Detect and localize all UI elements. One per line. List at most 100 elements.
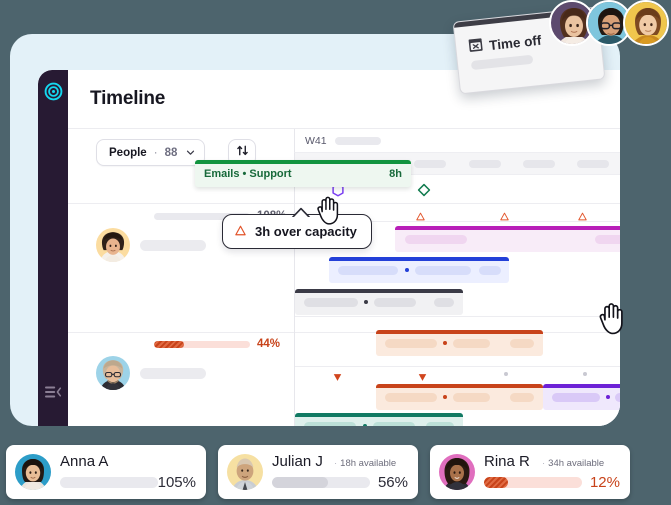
- time-off-card[interactable]: Time off: [452, 6, 606, 95]
- task-bar-orange-1[interactable]: [376, 330, 543, 356]
- people-filter-separator: ·: [153, 146, 158, 159]
- card-person-name: Rina R: [484, 453, 530, 470]
- people-filter-dropdown[interactable]: People · 88: [96, 139, 206, 166]
- task-dot: [363, 424, 367, 426]
- card-utilization-bar: [272, 477, 370, 488]
- card-rina[interactable]: Rina R · 34h available 12%: [430, 445, 630, 499]
- task-placeholder: [453, 339, 490, 348]
- task-placeholder: [374, 298, 416, 307]
- task-dot: [606, 395, 610, 399]
- meta-text: 34h available: [548, 458, 605, 469]
- people-filter-label: People: [109, 146, 147, 159]
- warning-triangle-icon[interactable]: [416, 208, 425, 221]
- task-dot: [405, 268, 409, 272]
- dot-marker-icon[interactable]: [504, 372, 508, 376]
- people-filter-count: 88: [164, 146, 178, 159]
- task-dot: [443, 341, 447, 345]
- card-person-name: Julian J: [272, 453, 323, 470]
- day-cell[interactable]: [566, 159, 620, 168]
- person-entry[interactable]: [96, 356, 206, 390]
- person-name-placeholder: [140, 367, 206, 379]
- target-bullseye-icon[interactable]: [44, 82, 63, 101]
- person-entry[interactable]: [96, 228, 206, 262]
- hexagon-milestone-icon[interactable]: [331, 183, 345, 197]
- hand-cursor-icon: [315, 194, 342, 231]
- meta-separator: ·: [542, 458, 546, 469]
- day-cell[interactable]: [403, 159, 457, 168]
- day-cell[interactable]: [512, 159, 566, 168]
- people-cards: Anna A 105% Julian J · 18: [6, 445, 630, 499]
- card-person-name: Anna A: [60, 453, 109, 470]
- task-placeholder: [453, 393, 490, 402]
- task-bar-teal[interactable]: [295, 413, 463, 426]
- card-person-meta: · 18h available: [334, 458, 396, 469]
- card-utilization-value: 56%: [377, 474, 408, 491]
- page-title: Timeline: [90, 88, 166, 109]
- utilization-bar: [154, 340, 250, 348]
- task-placeholder: [510, 339, 534, 348]
- card-utilization-value: 105%: [157, 474, 196, 491]
- utilization-row: 44%: [154, 338, 280, 350]
- task-bar-magenta[interactable]: [395, 226, 620, 252]
- divider: [68, 332, 294, 333]
- avatar: [96, 228, 130, 262]
- task-placeholder: [615, 393, 620, 402]
- warning-triangle-icon[interactable]: [578, 208, 587, 221]
- week-title-placeholder: [334, 136, 381, 145]
- hand-cursor-icon: [597, 300, 627, 341]
- task-bar-orange-2[interactable]: [376, 384, 543, 410]
- card-utilization-bar: [60, 477, 158, 488]
- capacity-tooltip-text: 3h over capacity: [255, 224, 357, 239]
- task-placeholder: [304, 422, 356, 426]
- card-julian[interactable]: Julian J · 18h available 56%: [218, 445, 418, 499]
- avatar-julian: [227, 454, 263, 490]
- utilization-value: 44%: [257, 338, 281, 350]
- person-name-placeholder: [140, 239, 206, 251]
- task-placeholder: [338, 266, 398, 275]
- task-placeholder: [373, 422, 415, 426]
- day-placeholder: [414, 159, 447, 168]
- divider: [295, 221, 620, 222]
- capacity-tooltip: 3h over capacity: [222, 214, 372, 249]
- time-off-title-row: Time off: [467, 31, 542, 57]
- warning-triangle-down-icon[interactable]: [333, 369, 342, 381]
- warning-triangle-icon[interactable]: [500, 208, 509, 221]
- task-placeholder: [479, 266, 501, 275]
- avatar-anna: [15, 454, 51, 490]
- tooltip-tail: [290, 206, 312, 217]
- avatar-woman-brunette[interactable]: [549, 0, 595, 46]
- left-nav-rail: [38, 70, 68, 426]
- divider: [295, 316, 620, 317]
- warning-triangle-icon: [235, 224, 246, 239]
- time-off-title: Time off: [488, 32, 542, 53]
- utilization-bar: [154, 212, 250, 220]
- meta-separator: ·: [334, 458, 338, 469]
- divider: [295, 366, 620, 367]
- task-dot: [364, 300, 368, 304]
- week-label: W41: [305, 134, 327, 147]
- meta-text: 18h available: [340, 458, 397, 469]
- task-bar-label: Emails • Support: [204, 168, 292, 180]
- divider: [68, 128, 620, 129]
- day-placeholder: [576, 159, 609, 168]
- task-bar-purple[interactable]: [543, 384, 620, 410]
- avatar-woman-yellow[interactable]: [623, 0, 669, 46]
- card-anna[interactable]: Anna A 105%: [6, 445, 206, 499]
- task-bar-hours: 8h: [389, 168, 402, 180]
- task-bar-cap: [195, 160, 411, 164]
- task-placeholder: [552, 393, 600, 402]
- task-placeholder: [415, 266, 471, 275]
- dot-marker-icon[interactable]: [583, 372, 587, 376]
- task-bar-blue[interactable]: [329, 257, 509, 283]
- task-bar-emails-support[interactable]: Emails • Support 8h: [195, 160, 411, 187]
- card-utilization-value: 12%: [589, 474, 620, 491]
- warning-triangle-down-icon[interactable]: [418, 369, 427, 381]
- day-placeholder: [468, 159, 501, 168]
- collapse-panel-icon[interactable]: [45, 385, 62, 399]
- task-placeholder: [426, 422, 454, 426]
- task-bar-dark[interactable]: [295, 289, 463, 315]
- card-person-meta: · 34h available: [542, 458, 604, 469]
- day-cell[interactable]: [458, 159, 512, 168]
- diamond-milestone-icon[interactable]: [417, 183, 431, 197]
